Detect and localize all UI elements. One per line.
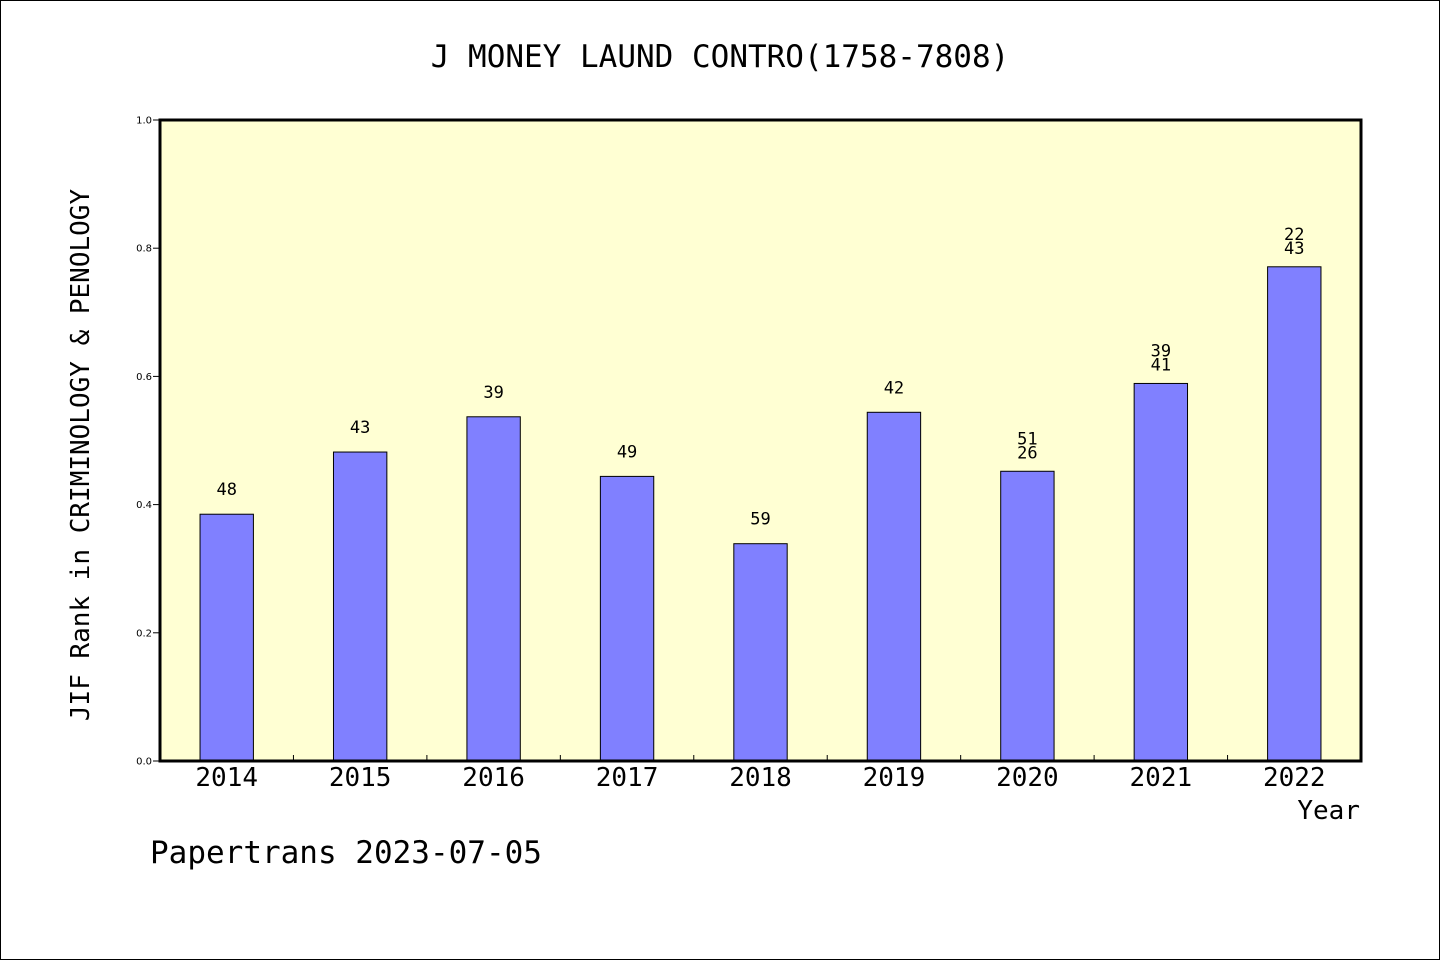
x-tick-label: 2015 — [329, 763, 392, 793]
data-label-2022: 43 — [1284, 239, 1304, 259]
data-label-2017: 49 — [617, 442, 637, 462]
y-tick-label: 0.2 — [136, 628, 152, 639]
data-label-2016: 39 — [483, 383, 503, 403]
bar-2015 — [332, 451, 388, 762]
bars — [199, 266, 1322, 762]
y-tick-label: 0.6 — [136, 372, 152, 383]
data-label-2018: 59 — [750, 510, 770, 530]
data-label-2020: 26 — [1017, 443, 1037, 463]
bar-2017 — [599, 475, 655, 762]
data-label-2019: 42 — [884, 378, 904, 398]
chart-title: J MONEY LAUND CONTRO(1758-7808) — [431, 39, 1010, 75]
x-tick-label: 2019 — [863, 763, 926, 793]
y-tick-label: 0.4 — [136, 500, 152, 511]
footer-credit: Papertrans 2023-07-05 — [150, 835, 542, 871]
data-label-2021: 39 — [1151, 341, 1171, 361]
data-label-2014: 48 — [216, 480, 236, 500]
data-label-2020: 51 — [1017, 429, 1037, 449]
x-tick-label: 2017 — [596, 763, 659, 793]
y-tick-label: 0.8 — [136, 244, 152, 255]
bar-2018 — [733, 543, 788, 762]
data-label-2015: 43 — [350, 418, 370, 438]
x-tick-labels: 2014 2015 2016 2017 2018 2019 2020 2021 2022 — [195, 763, 1325, 793]
data-label-2021: 41 — [1151, 355, 1171, 375]
x-tick-label: 2014 — [195, 763, 258, 793]
x-tick-label: 2020 — [996, 763, 1059, 793]
plot-frame — [158, 118, 1363, 763]
bar-2022 — [1267, 266, 1322, 762]
y-tick-label: 0.0 — [136, 757, 152, 768]
bar-2021 — [1133, 382, 1189, 762]
data-label-2022: 22 — [1284, 225, 1304, 245]
x-tick-label: 2018 — [729, 763, 792, 793]
x-tick-label: 2016 — [462, 763, 525, 793]
bar-2020 — [1000, 470, 1055, 762]
y-tick-label: 1.0 — [136, 116, 152, 127]
x-axis-label: Year — [1297, 796, 1360, 826]
x-tick-label: 2021 — [1130, 763, 1193, 793]
bar-2019 — [866, 411, 922, 762]
bar-2016 — [466, 416, 521, 762]
x-tick-label: 2022 — [1263, 763, 1326, 793]
bar-2014 — [199, 513, 254, 762]
y-axis-label: JIF Rank in CRIMINOLOGY & PENOLOGY — [66, 189, 96, 722]
y-tick-labels: 0.0 0.2 0.4 0.6 0.8 1.0 — [136, 116, 152, 768]
